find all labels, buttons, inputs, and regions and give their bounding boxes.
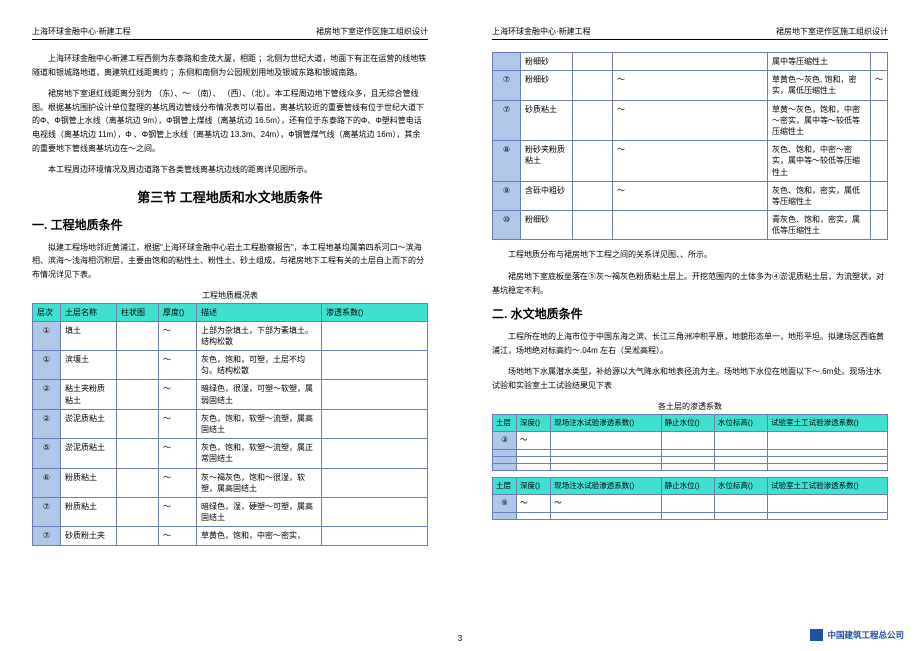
page-header-r: 上海环球金融中心·新建工程 裙房地下室逆作区施工组织设计 — [492, 26, 888, 37]
geo-table: 层次 土层名称 柱状图 厚度() 描述 渗透系数() ①填土～上部为杂填土，下部… — [32, 303, 428, 546]
table-row: ⑦粉细砂～草黄色～灰色, 饱和，密实，属低压缩性土～ — [493, 71, 888, 100]
table-row: ⑧粉砂夹粉质粘土～灰色、饱和，中密～密实，属中等～较低等压缩性土 — [493, 141, 888, 182]
perm2-th-4: 水位标高() — [714, 477, 767, 495]
table-row: ⑦砂质粉土夹～草黄色，饱和，中密～密实， — [33, 527, 428, 545]
geo-th-3: 厚度() — [159, 303, 197, 321]
table-row — [493, 463, 888, 470]
table-row: ②粘土夹粉质粘土～暗绿色，很湿，可塑～软塑，属弱固结土 — [33, 380, 428, 409]
paragraph-1: 上海环球金融中心新建工程西侧为东泰路和金茂大厦，相距 ；北侧为世纪大道，地面下有… — [32, 52, 428, 79]
perm2-th-1: 深度() — [517, 477, 551, 495]
left-column: 上海环球金融中心·新建工程 裙房地下室逆作区施工组织设计 上海环球金融中心新建工… — [0, 0, 460, 651]
perm2-th-0: 土层 — [493, 477, 517, 495]
perm-table2-header-row: 土层 深度() 现场注水试验渗透系数() 静止水位() 水位标高() 试验室土工… — [493, 477, 888, 495]
perm2-th-5: 试验室土工试验渗透系数() — [768, 477, 888, 495]
perm-th-1: 深度() — [517, 414, 551, 432]
page-number: 3 — [458, 634, 462, 643]
soil-table: 粉细砂属中等压缩性土 ⑦粉细砂～草黄色～灰色, 饱和，密实，属低压缩性土～ ⑦砂… — [492, 52, 888, 240]
geo-th-4: 描述 — [197, 303, 322, 321]
perm2-th-2: 现场注水试验渗透系数() — [551, 477, 661, 495]
table-row: ⑨含砾中粗砂～灰色、饱和，密实，属低等压缩性土 — [493, 181, 888, 210]
perm-th-0: 土层 — [493, 414, 517, 432]
sub-title-2: 二. 水文地质条件 — [492, 305, 888, 322]
table-row: ⑥粉质粘土～灰～褐灰色，饱和～很湿，软塑，属高固结土 — [33, 468, 428, 497]
geo-table-header-row: 层次 土层名称 柱状图 厚度() 描述 渗透系数() — [33, 303, 428, 321]
header-left-r: 上海环球金融中心·新建工程 — [492, 26, 591, 37]
paragraph-6: 裙房地下室底板坐落在⑤灰～褐灰色粉质粘土层上。开挖范围内的土体多为④淤泥质粘土层… — [492, 270, 888, 297]
paragraph-2: 裙房地下室退红线距离分别为 （东）、～ （南）、 （西）、（北）。本工程周边地下… — [32, 87, 428, 155]
table-row: ③～ — [493, 432, 888, 450]
paragraph-3: 本工程周边环境情况及周边道路下各类管线离基坑边线的距离详见图所示。 — [32, 163, 428, 177]
geo-table-caption: 工程地质概况表 — [32, 290, 428, 301]
perm-table-1: 土层 深度() 现场注水试验渗透系数() 静止水位() 水位标高() 试验室土工… — [492, 414, 888, 471]
header-left: 上海环球金融中心·新建工程 — [32, 26, 131, 37]
paragraph-8: 场地地下水属潜水类型，补给源以大气降水和地表径流为主。场地地下水位在地面以下～.… — [492, 365, 888, 392]
table-row: ①滨壤土～灰色，饱和，可塑，土层不均匀。结构松散 — [33, 351, 428, 380]
perm2-th-3: 静止水位() — [661, 477, 714, 495]
perm-table-caption: 各土层的渗透系数 — [492, 401, 888, 412]
table-row: ⑨～～ — [493, 495, 888, 513]
table-row — [493, 456, 888, 463]
sub-title-1: 一. 工程地质条件 — [32, 216, 428, 233]
perm-table-2: 土层 深度() 现场注水试验渗透系数() 静止水位() 水位标高() 试验室土工… — [492, 477, 888, 520]
logo-icon — [810, 629, 823, 641]
perm-th-3: 静止水位() — [661, 414, 714, 432]
page-header: 上海环球金融中心·新建工程 裙房地下室逆作区施工组织设计 — [32, 26, 428, 37]
table-row: ①填土～上部为杂填土，下部为素填土。结构松散 — [33, 321, 428, 350]
perm-table-header-row: 土层 深度() 现场注水试验渗透系数() 静止水位() 水位标高() 试验室土工… — [493, 414, 888, 432]
table-row — [493, 449, 888, 456]
company-logo: 中国建筑工程总公司 — [810, 629, 904, 641]
table-row: ⑩粉细砂青灰色、饱和，密实，属低等压缩性土 — [493, 211, 888, 240]
perm-th-2: 现场注水试验渗透系数() — [551, 414, 661, 432]
table-row: ②淤泥质粘土～灰色，饱和，软塑～流塑，属高固结土 — [33, 409, 428, 438]
paragraph-7: 工程所在地的上海市位于中国东海之滨、长江三角洲冲积平原，地貌形态单一，地形平坦。… — [492, 330, 888, 357]
table-row: ⑤淤泥质粘土～灰色，饱和，软塑～流塑，属正常固结土 — [33, 439, 428, 468]
section-title: 第三节 工程地质和水文地质条件 — [32, 187, 428, 206]
perm-th-5: 试验室土工试验渗透系数() — [768, 414, 888, 432]
geo-th-1: 土层名称 — [61, 303, 117, 321]
geo-th-5: 渗透系数() — [322, 303, 428, 321]
logo-text: 中国建筑工程总公司 — [827, 629, 904, 641]
geo-th-2: 柱状图 — [117, 303, 159, 321]
paragraph-4: 拟建工程场地邻近黄浦江，根据"上海环球金融中心岩土工程勘察报告"，本工程地基均属… — [32, 241, 428, 282]
geo-th-0: 层次 — [33, 303, 61, 321]
perm-th-4: 水位标高() — [714, 414, 767, 432]
header-right: 裙房地下室逆作区施工组织设计 — [316, 26, 428, 37]
header-underline — [32, 39, 428, 40]
right-column: 上海环球金融中心·新建工程 裙房地下室逆作区施工组织设计 粉细砂属中等压缩性土 … — [460, 0, 920, 651]
paragraph-5: 工程地质分布与裙房地下工程之间的关系详见图、、所示。 — [492, 248, 888, 262]
header-right-r: 裙房地下室逆作区施工组织设计 — [776, 26, 888, 37]
table-row: ⑦粉质粘土～暗绿色，湿，硬塑～可塑，属高固结土 — [33, 497, 428, 526]
table-row — [493, 512, 888, 519]
table-row: 粉细砂属中等压缩性土 — [493, 53, 888, 71]
table-row: ⑦砂质粘土～草黄～灰色，饱和，中密～密实，属中等～较低等压缩性土 — [493, 100, 888, 141]
header-underline-r — [492, 39, 888, 40]
